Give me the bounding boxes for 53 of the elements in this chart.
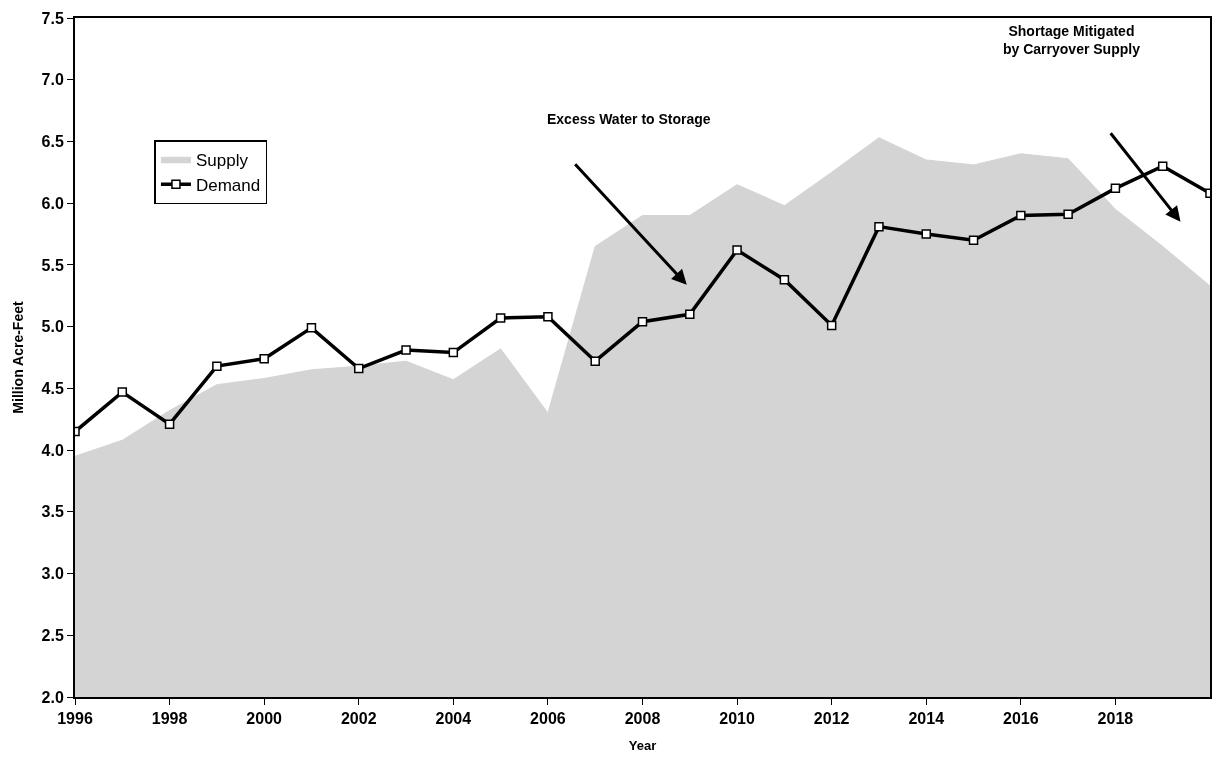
point bbox=[164, 419, 175, 429]
y-tick-label: 6.0 bbox=[41, 194, 64, 212]
x-tick-label: 2014 bbox=[908, 710, 945, 728]
point bbox=[117, 387, 128, 397]
point bbox=[590, 356, 600, 366]
y-tick-label: 4.5 bbox=[41, 379, 64, 397]
point bbox=[259, 353, 269, 364]
point bbox=[1110, 183, 1121, 194]
point bbox=[448, 347, 459, 358]
x-tick-label: 1996 bbox=[57, 710, 93, 728]
point bbox=[1157, 161, 1168, 171]
x-tick-label: 2016 bbox=[1003, 710, 1039, 728]
x-tick-label: 2002 bbox=[340, 710, 377, 728]
point bbox=[921, 229, 931, 239]
y-tick-label: 3.0 bbox=[41, 565, 64, 583]
annotation: Shortage Mitigated by Carryover Supply bbox=[1003, 23, 1141, 58]
y-tick-label: 6.5 bbox=[41, 133, 64, 151]
x-tick-label: 2018 bbox=[1097, 710, 1134, 728]
point bbox=[637, 316, 648, 327]
y-tick-label: 7.0 bbox=[41, 71, 64, 89]
x-tick-label: 2008 bbox=[624, 710, 661, 728]
y-tick-label: 5.5 bbox=[41, 256, 64, 274]
y-tick-label: 7.5 bbox=[41, 9, 64, 27]
point bbox=[495, 313, 506, 323]
legend-label: Demand bbox=[195, 176, 261, 195]
point bbox=[306, 323, 317, 333]
x-tick-label: 2000 bbox=[246, 710, 283, 728]
point bbox=[732, 245, 742, 255]
x-tick-label: 2012 bbox=[813, 710, 850, 728]
x-tick-label: 2006 bbox=[530, 710, 566, 728]
y-tick-label: 2.5 bbox=[41, 626, 64, 644]
point bbox=[826, 320, 837, 331]
point bbox=[1063, 209, 1073, 220]
legend-label: Supply bbox=[195, 150, 249, 170]
point bbox=[968, 235, 979, 245]
y-tick-label: 4.0 bbox=[41, 441, 64, 459]
point bbox=[874, 221, 884, 232]
point bbox=[354, 363, 364, 374]
x-tick-label: 2010 bbox=[719, 710, 755, 728]
point bbox=[543, 312, 553, 322]
y-axis-title: Million Acre-Feet bbox=[9, 301, 26, 414]
annotation: Excess Water to Storage bbox=[547, 111, 711, 127]
y-tick-label: 3.5 bbox=[41, 503, 64, 521]
x-tick-label: 1998 bbox=[151, 710, 188, 728]
point bbox=[685, 309, 695, 320]
y-tick-label: 2.0 bbox=[41, 688, 64, 706]
point bbox=[401, 345, 411, 355]
x-axis-title: Year bbox=[628, 738, 657, 754]
y-tick-label: 5.0 bbox=[41, 318, 64, 336]
point bbox=[1016, 210, 1026, 221]
point bbox=[779, 274, 790, 285]
point bbox=[212, 361, 222, 371]
x-tick-label: 2004 bbox=[435, 710, 472, 728]
